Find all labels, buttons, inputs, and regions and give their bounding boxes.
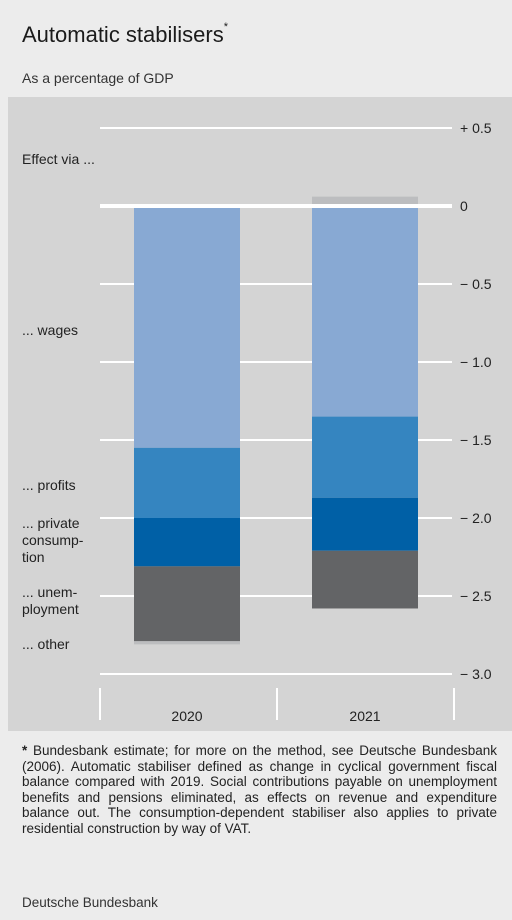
series-label: ... other bbox=[22, 636, 70, 652]
bar-segment bbox=[312, 550, 418, 609]
title-footnote-marker: * bbox=[223, 20, 229, 33]
bar-segment bbox=[312, 196, 418, 206]
chart-header: Automatic stabilisers* As a percentage o… bbox=[0, 0, 512, 97]
y-tick-label: − 3.0 bbox=[460, 666, 492, 682]
bar-segment bbox=[134, 206, 240, 448]
footnote-marker: * bbox=[22, 743, 28, 758]
y-tick-label: − 2.5 bbox=[460, 588, 492, 604]
series-label-line: consump- bbox=[22, 532, 84, 548]
plot-panel: + 0.5 0 − 0.5 − 1.0 − 1.5 − 2.0 − 2.5 − 3.0 2020… bbox=[8, 97, 512, 731]
x-tick-label: 2021 bbox=[349, 708, 380, 724]
bar-segment bbox=[134, 518, 240, 567]
chart-title: Automatic stabilisers* bbox=[22, 20, 229, 47]
footnote-text: Bundesbank estimate; for more on the met… bbox=[22, 743, 497, 836]
bar-segment bbox=[312, 497, 418, 551]
y-tick-label: − 0.5 bbox=[460, 276, 492, 292]
y-tick-label: 0 bbox=[460, 198, 468, 214]
legend-heading: Effect via ... bbox=[22, 151, 95, 167]
stacked-bar-chart: + 0.5 0 − 0.5 − 1.0 − 1.5 − 2.0 − 2.5 − 3.0 2020… bbox=[22, 120, 492, 724]
series-label-line: ... wages bbox=[22, 322, 78, 338]
y-tick-label: + 0.5 bbox=[460, 120, 492, 136]
chart-subtitle: As a percentage of GDP bbox=[22, 70, 174, 86]
bar-segment bbox=[134, 447, 240, 518]
footnote: * Bundesbank estimate; for more on the m… bbox=[22, 743, 497, 837]
series-label: ... wages bbox=[22, 322, 78, 338]
series-label: ... profits bbox=[22, 477, 76, 493]
series-label-line: ... other bbox=[22, 636, 70, 652]
source-note: Deutsche Bundesbank bbox=[22, 895, 158, 910]
x-tick-label: 2020 bbox=[171, 708, 202, 724]
series-label-line: ... unem- bbox=[22, 584, 78, 600]
y-tick-label: − 1.0 bbox=[460, 354, 492, 370]
bar-segment bbox=[312, 206, 418, 417]
series-label: ... unem-ployment bbox=[22, 584, 79, 617]
series-label-line: ployment bbox=[22, 601, 79, 617]
bar-segment bbox=[134, 566, 240, 642]
y-tick-label: − 1.5 bbox=[460, 432, 492, 448]
bar-segment bbox=[312, 416, 418, 498]
bar-segment bbox=[134, 641, 240, 645]
series-label: ... private consump-tion bbox=[22, 515, 84, 565]
series-label-line: ... private bbox=[22, 515, 80, 531]
series-label-line: tion bbox=[22, 549, 45, 565]
y-tick-label: − 2.0 bbox=[460, 510, 492, 526]
series-label-line: ... profits bbox=[22, 477, 76, 493]
